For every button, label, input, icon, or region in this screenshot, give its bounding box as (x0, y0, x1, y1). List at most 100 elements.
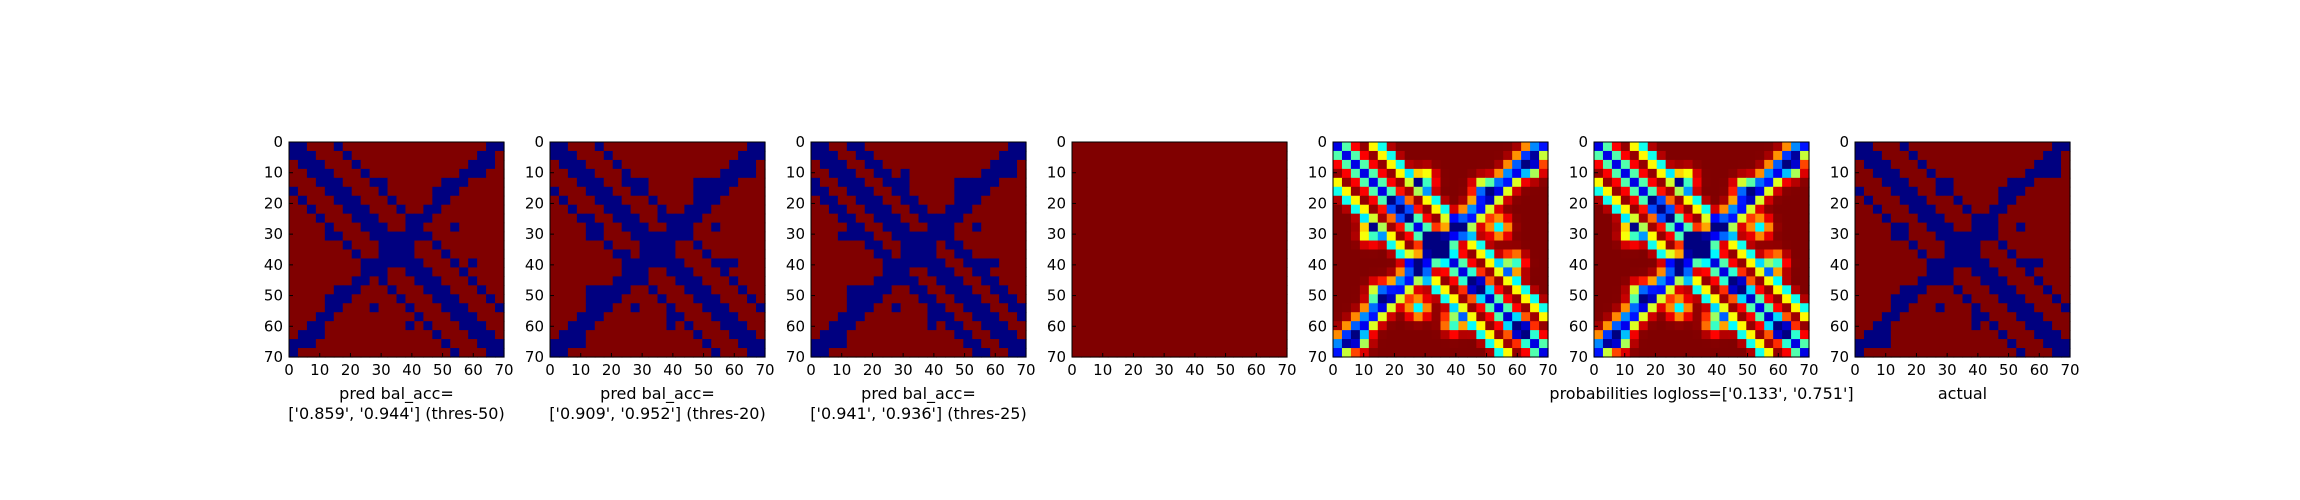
heatmap-cell (639, 348, 650, 358)
heatmap-cell (1863, 303, 1874, 313)
heatmap-cell (738, 186, 748, 197)
heatmap-cell (315, 240, 326, 251)
heatmap-cell (720, 330, 730, 340)
heatmap-cell (702, 339, 712, 349)
heatmap-cell (1152, 213, 1163, 224)
heatmap-cell (1998, 312, 2008, 322)
heatmap-cell (1215, 150, 1225, 161)
heatmap-cell (963, 177, 973, 188)
heatmap-cell (1647, 276, 1658, 286)
x-tick-label: 50 (1477, 361, 1496, 379)
heatmap-cell (1998, 267, 2008, 277)
heatmap-cell (1881, 258, 1892, 269)
heatmap-cell (1530, 213, 1540, 224)
heatmap-cell (612, 195, 623, 206)
heatmap-cell (909, 312, 920, 322)
heatmap-cell (927, 276, 938, 286)
heatmap-cell (1980, 330, 1990, 340)
heatmap-cell (1197, 177, 1207, 188)
heatmap-cell (351, 303, 362, 313)
heatmap-cell (1017, 213, 1027, 224)
heatmap-cell (1998, 240, 2008, 251)
heatmap-cell (459, 159, 469, 170)
heatmap-cell (1764, 177, 1774, 188)
heatmap-cell (1665, 294, 1676, 304)
heatmap-cell (936, 186, 946, 197)
heatmap-cell (1395, 276, 1406, 286)
heatmap-cell (819, 213, 830, 224)
heatmap-cell (1692, 285, 1703, 295)
heatmap-cell (342, 168, 353, 179)
heatmap-cell (1395, 330, 1406, 340)
heatmap-cell (1683, 330, 1694, 340)
heatmap-cell (1413, 321, 1424, 331)
heatmap-cell (1072, 258, 1082, 269)
heatmap-cell (1098, 231, 1109, 242)
heatmap-cell (1431, 186, 1442, 197)
heatmap-cell (396, 222, 407, 233)
heatmap-cell (1881, 339, 1892, 349)
heatmap-cell (1242, 186, 1252, 197)
heatmap-cell (1260, 213, 1270, 224)
heatmap-cell (1611, 213, 1622, 224)
heatmap-cell (1404, 276, 1415, 286)
heatmap-cell (1278, 303, 1288, 313)
heatmap-cell (1629, 213, 1640, 224)
heatmap-cell (558, 348, 569, 358)
heatmap-cell (873, 339, 884, 349)
heatmap-cell (1674, 321, 1685, 331)
heatmap-cell (1728, 249, 1738, 260)
heatmap-cell (1800, 186, 1810, 197)
heatmap-cell (1116, 159, 1127, 170)
heatmap-cell (828, 276, 839, 286)
heatmap-cell (1611, 240, 1622, 251)
heatmap-cell (1629, 222, 1640, 233)
heatmap-cell (1863, 159, 1874, 170)
heatmap-cell (954, 330, 964, 340)
heatmap-cell (567, 276, 578, 286)
heatmap-cells-probabilities-b (1594, 142, 1810, 358)
heatmap-cell (1233, 267, 1243, 277)
heatmap-cell (1602, 222, 1613, 233)
heatmap-cell (1944, 285, 1955, 295)
heatmap-cell (1116, 294, 1127, 304)
heatmap-cell (1755, 240, 1765, 251)
heatmap-cell (909, 249, 920, 260)
heatmap-cell (657, 159, 668, 170)
heatmap-cell (594, 294, 605, 304)
heatmap-cell (1764, 204, 1774, 215)
heatmap-cell (1638, 258, 1649, 269)
heatmap-cell (1467, 249, 1477, 260)
heatmap-cell (756, 258, 766, 269)
heatmap-cell (1764, 186, 1774, 197)
heatmap-cell (2034, 249, 2044, 260)
heatmap-cell (1224, 348, 1234, 358)
heatmap-cell (864, 231, 875, 242)
heatmap-cell (432, 213, 442, 224)
heatmap-cell (1962, 159, 1973, 170)
heatmap-cell (432, 303, 442, 313)
heatmap-cell (1008, 348, 1018, 358)
heatmap-cell (1089, 285, 1100, 295)
heatmap-cell (1953, 285, 1964, 295)
heatmap-cell (927, 231, 938, 242)
heatmap-cell (567, 294, 578, 304)
heatmap-cell (2007, 285, 2017, 295)
heatmap-cell (1269, 321, 1279, 331)
heatmap-cell (846, 231, 857, 242)
heatmap-cell (1638, 204, 1649, 215)
heatmap-cell (495, 285, 505, 295)
heatmap-cell (837, 186, 848, 197)
heatmap-cell (811, 168, 821, 179)
heatmap-cell (486, 195, 496, 206)
heatmap-cell (1899, 267, 1910, 277)
heatmap-cell (1773, 276, 1783, 286)
heatmap-cell (576, 285, 587, 295)
heatmap-cell (828, 204, 839, 215)
heatmap-cell (495, 240, 505, 251)
heatmap-cell (684, 267, 694, 277)
heatmap-cell (1944, 150, 1955, 161)
heatmap-cell (1260, 339, 1270, 349)
heatmap-cell (1998, 249, 2008, 260)
heatmap-cell (1278, 249, 1288, 260)
